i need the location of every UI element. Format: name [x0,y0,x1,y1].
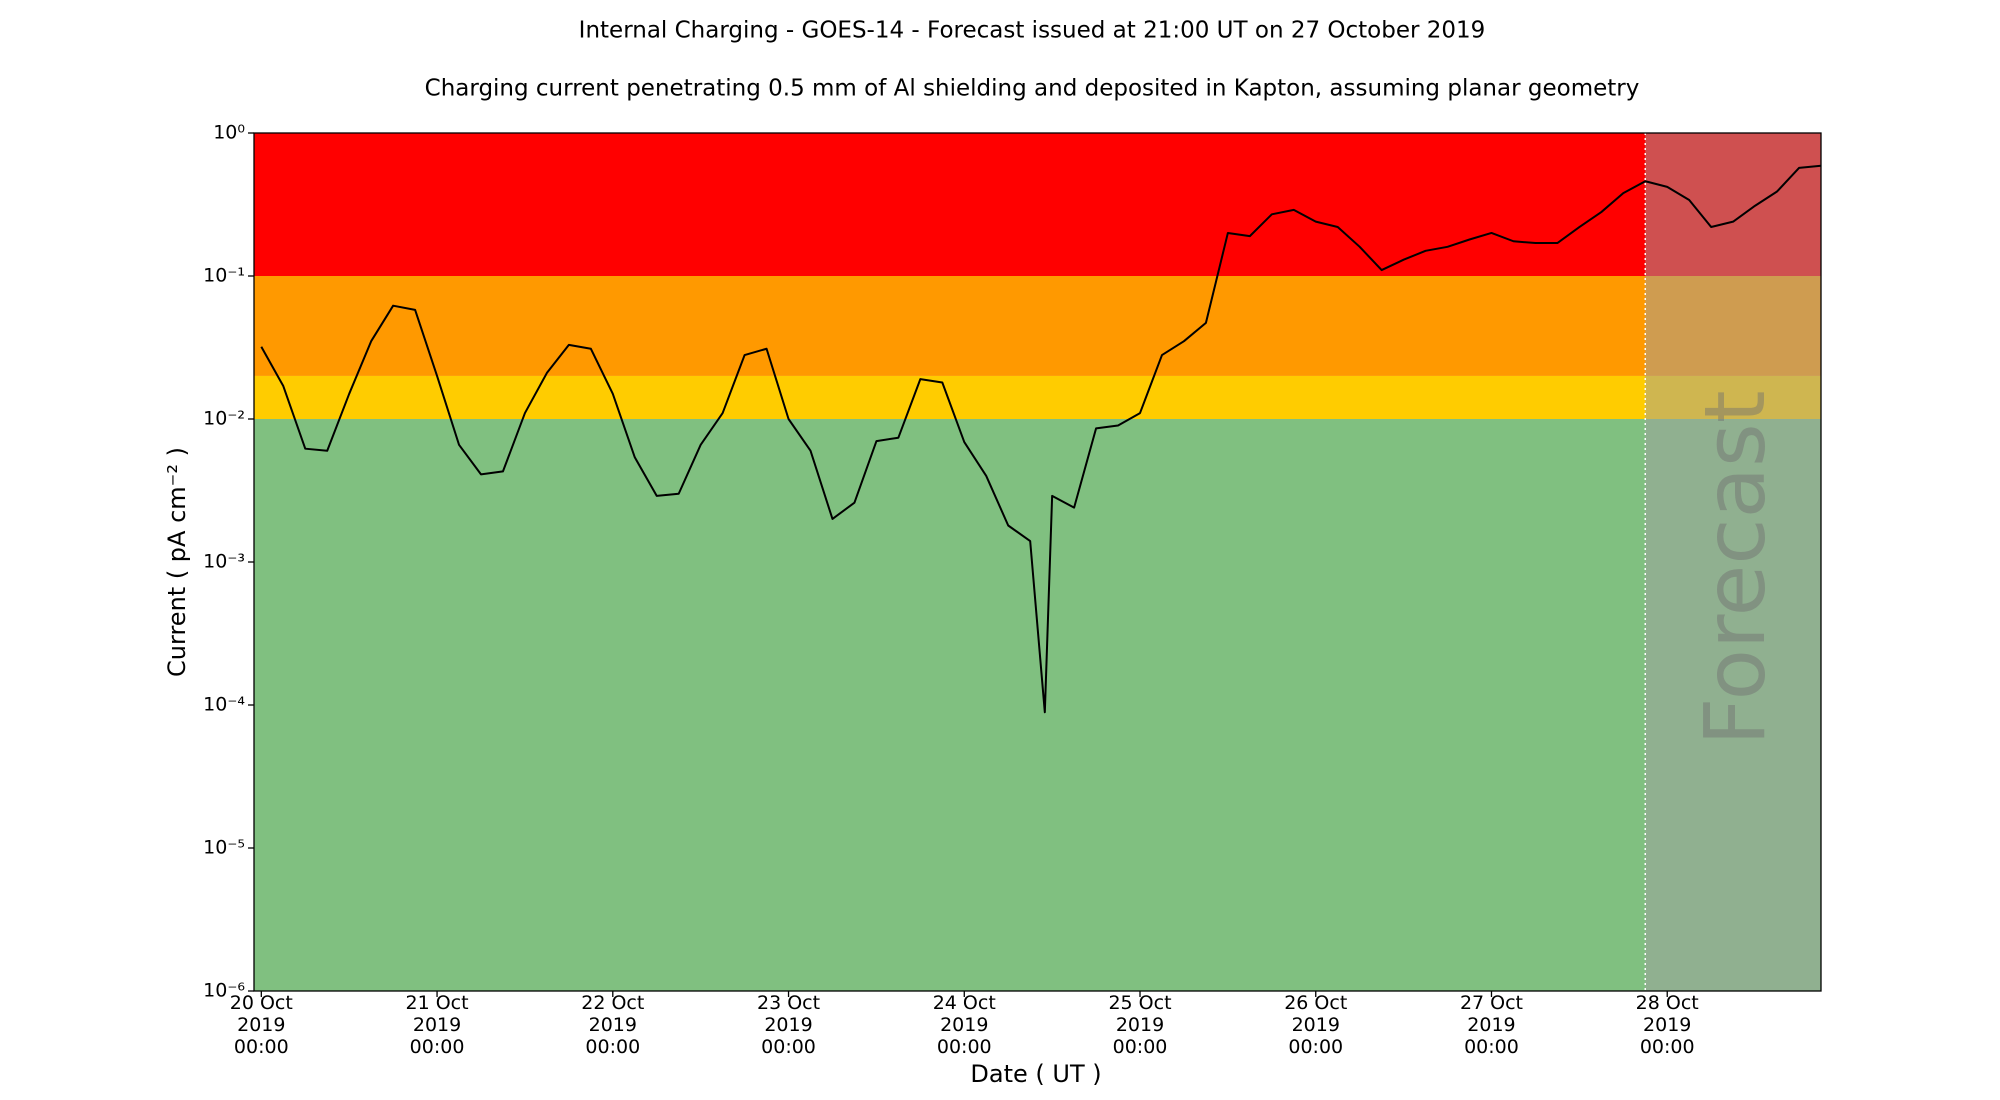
y-tick-label: 10⁻⁶ [203,980,245,1002]
forecast-region [1645,133,1821,991]
x-tick-label: 22 Oct 2019 00:00 [581,992,645,1058]
risk-band [254,419,1821,991]
x-tick-label: 26 Oct 2019 00:00 [1284,992,1348,1058]
risk-band [254,375,1821,419]
y-tick-label: 10⁻¹ [203,265,245,287]
x-axis-label: Date ( UT ) [970,1060,1101,1088]
data-line [260,164,1822,714]
y-tick-label: 10⁻² [203,408,245,430]
x-tick-label: 28 Oct 2019 00:00 [1635,992,1699,1058]
chart-subtitle: Charging current penetrating 0.5 mm of A… [425,76,1640,102]
forecast-label: Forecast [1686,390,1784,745]
y-axis-label: Current ( pA cm⁻² ) [163,447,191,677]
y-tick-label: 10⁻³ [203,551,245,573]
y-tick-label: 10⁻⁴ [203,694,245,716]
risk-band [254,276,1821,376]
x-tick-label: 25 Oct 2019 00:00 [1108,992,1172,1058]
x-tick-label: 27 Oct 2019 00:00 [1459,992,1524,1058]
chart-title: Internal Charging - GOES-14 - Forecast i… [579,18,1486,44]
y-tick-label: 10⁻⁵ [203,837,245,859]
risk-band [254,133,1821,276]
x-tick-label: 23 Oct 2019 00:00 [756,992,821,1058]
x-tick-label: 20 Oct 2019 00:00 [229,992,293,1058]
y-tick-label: 10⁰ [213,122,245,144]
x-tick-label: 24 Oct 2019 00:00 [932,992,996,1058]
x-tick-label: 21 Oct 2019 00:00 [405,992,469,1058]
